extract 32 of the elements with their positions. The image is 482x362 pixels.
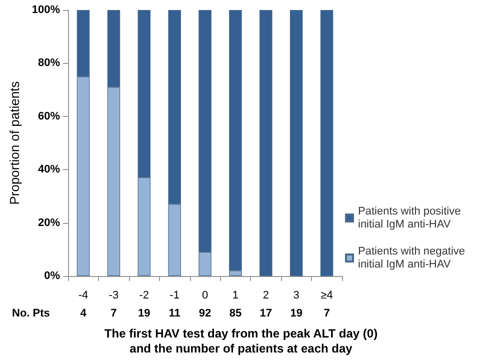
text: 92: [198, 308, 212, 320]
text: 11: [168, 308, 180, 320]
legend-label: Patients with positive initial IgM anti-HAV: [358, 206, 464, 230]
text: 7: [110, 308, 117, 320]
bar: [260, 10, 272, 276]
x-tick-label: -2: [139, 290, 150, 302]
text: No. Pts: [12, 308, 50, 320]
x-tick-label: -4: [78, 290, 88, 302]
bar: [320, 10, 334, 276]
text: 85: [229, 308, 242, 320]
x-tick-label: ≥4: [320, 290, 333, 302]
x-tick-label: 3: [293, 290, 300, 302]
x-tick-label: 1: [232, 290, 239, 302]
y-tick-label: 0%: [44, 270, 60, 282]
x-tick-label: 2: [262, 290, 269, 302]
legend-label: Patients with negative initial IgM anti-HAV: [358, 246, 468, 270]
x-tick-label: 0: [202, 290, 208, 302]
text: 19: [290, 308, 302, 320]
y-axis-title: Proportion of patients: [7, 80, 22, 205]
text: 4: [80, 308, 88, 320]
text: 7: [324, 308, 330, 320]
y-tick-label: 40%: [38, 164, 60, 176]
text: 17: [260, 308, 272, 320]
x-tick-label: -1: [170, 290, 180, 302]
y-tick-label: 100%: [32, 4, 60, 16]
x-axis-title: The first HAV test day from the peak ALT day (0) and the number of patients at each day: [104, 326, 378, 356]
y-tick-label: 60%: [38, 110, 60, 122]
y-tick-label: 80%: [38, 57, 60, 70]
y-tick-label: 20%: [38, 216, 60, 229]
bar: [290, 10, 303, 276]
text: 19: [138, 308, 150, 320]
x-tick-label: -3: [108, 290, 119, 302]
